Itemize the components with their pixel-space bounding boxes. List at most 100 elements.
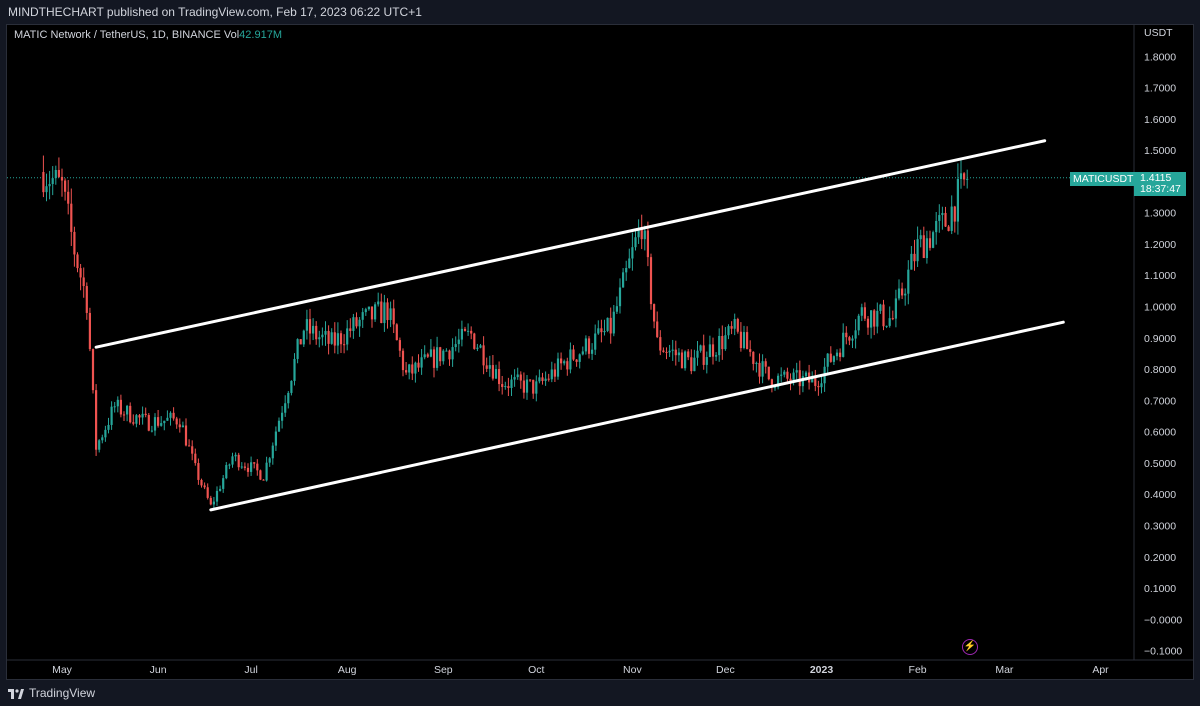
candle-body bbox=[925, 238, 928, 259]
candle-body bbox=[429, 349, 432, 357]
candle-body bbox=[848, 337, 851, 341]
bar-countdown: 18:37:47 bbox=[1140, 182, 1181, 195]
candle-body bbox=[346, 328, 349, 345]
candle-body bbox=[501, 384, 504, 387]
price-tick-label: 0.2000 bbox=[1144, 552, 1176, 564]
candle-body bbox=[370, 306, 374, 320]
candle-body bbox=[54, 169, 57, 179]
candle-body bbox=[442, 350, 445, 362]
candle-body bbox=[594, 333, 597, 350]
candle-body bbox=[243, 466, 246, 468]
time-tick-label: Feb bbox=[909, 664, 927, 676]
price-tick-label: −0.1000 bbox=[1144, 646, 1182, 658]
candle-body bbox=[312, 325, 315, 334]
candle-body bbox=[522, 380, 525, 393]
candle-body bbox=[904, 293, 907, 296]
candles-group bbox=[42, 155, 969, 510]
candle-body bbox=[535, 381, 538, 394]
candle-body bbox=[88, 312, 91, 350]
price-tick-label: 1.2000 bbox=[1144, 239, 1176, 251]
candle-body bbox=[891, 318, 894, 320]
candle-body bbox=[606, 317, 609, 331]
candle-body bbox=[507, 386, 510, 388]
candle-body bbox=[324, 330, 327, 335]
price-tick-label: 1.6000 bbox=[1144, 114, 1176, 126]
symbol-line: MATIC Network / TetherUS, 1D, BINANCE bbox=[14, 29, 221, 41]
candle-body bbox=[885, 325, 888, 327]
candle-body bbox=[690, 357, 693, 372]
candle-body bbox=[541, 377, 544, 381]
candle-body bbox=[467, 330, 470, 332]
candle-body bbox=[897, 288, 901, 299]
candle-body bbox=[662, 350, 665, 352]
candle-body bbox=[773, 387, 777, 389]
candle-body bbox=[395, 324, 398, 341]
chart-frame[interactable] bbox=[6, 24, 1194, 680]
price-tick-label: 0.5000 bbox=[1144, 458, 1176, 470]
candle-body bbox=[482, 345, 485, 366]
candle-body bbox=[882, 304, 885, 327]
candle-body bbox=[281, 412, 284, 421]
candle-body bbox=[637, 228, 640, 238]
candle-body bbox=[814, 377, 817, 386]
candle-body bbox=[212, 501, 215, 505]
candle-body bbox=[628, 258, 631, 268]
candle-body bbox=[355, 317, 358, 327]
candle-body bbox=[414, 362, 417, 374]
candle-body bbox=[401, 350, 405, 371]
candle-body bbox=[457, 339, 460, 345]
candle-body bbox=[643, 230, 646, 240]
candle-body bbox=[157, 417, 160, 426]
candle-body bbox=[417, 362, 420, 368]
candle-body bbox=[817, 385, 820, 388]
candle-body bbox=[98, 440, 101, 450]
candle-body bbox=[132, 422, 135, 424]
candle-body bbox=[786, 371, 789, 379]
candle-body bbox=[358, 319, 361, 327]
time-tick-label: Apr bbox=[1092, 664, 1109, 676]
candle-body bbox=[826, 353, 829, 367]
candle-body bbox=[556, 358, 560, 377]
candle-body bbox=[730, 326, 733, 329]
candle-body bbox=[659, 337, 662, 351]
candle-body bbox=[126, 405, 129, 415]
candle-body bbox=[873, 310, 876, 327]
candle-body bbox=[315, 325, 318, 340]
candle-body bbox=[107, 424, 110, 430]
lightning-icon[interactable]: ⚡ bbox=[962, 639, 978, 655]
candle-body bbox=[529, 379, 532, 381]
channel-lines[interactable] bbox=[94, 139, 1065, 512]
candle-body bbox=[932, 232, 935, 248]
candle-body bbox=[733, 318, 736, 329]
price-tick-label: 0.3000 bbox=[1144, 520, 1176, 532]
candle-body bbox=[203, 485, 206, 488]
channel-lower-line bbox=[209, 320, 1065, 512]
price-tick-label: 1.1000 bbox=[1144, 270, 1176, 282]
candle-body bbox=[250, 462, 253, 472]
candle-body bbox=[485, 365, 488, 369]
price-tick-label: 0.4000 bbox=[1144, 489, 1176, 501]
candle-body bbox=[85, 286, 88, 313]
candle-body bbox=[398, 340, 401, 351]
candle-body bbox=[184, 425, 188, 446]
candle-body bbox=[702, 345, 705, 365]
candle-body bbox=[194, 453, 197, 464]
candle-body bbox=[839, 352, 842, 357]
candle-body bbox=[147, 415, 150, 431]
candle-body bbox=[944, 212, 947, 227]
candle-body bbox=[578, 354, 581, 362]
candle-body bbox=[144, 413, 147, 416]
candle-body bbox=[287, 392, 290, 404]
candle-body bbox=[953, 206, 956, 222]
candle-body bbox=[339, 333, 343, 345]
candle-body bbox=[411, 364, 414, 374]
candle-body bbox=[665, 351, 668, 353]
candle-body bbox=[246, 467, 250, 472]
candle-body bbox=[938, 215, 941, 221]
candle-body bbox=[349, 328, 352, 331]
candle-body bbox=[811, 377, 814, 383]
candle-body bbox=[153, 417, 157, 431]
candle-body bbox=[622, 272, 625, 288]
candle-body bbox=[64, 180, 67, 192]
